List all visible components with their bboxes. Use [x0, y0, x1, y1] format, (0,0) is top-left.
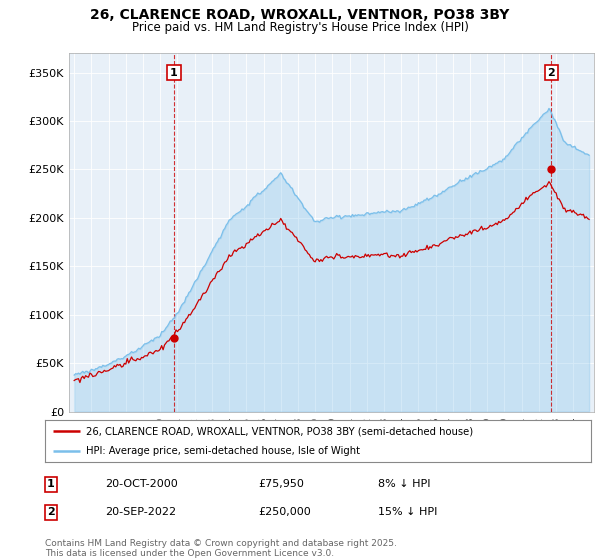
- Text: 26, CLARENCE ROAD, WROXALL, VENTNOR, PO38 3BY (semi-detached house): 26, CLARENCE ROAD, WROXALL, VENTNOR, PO3…: [86, 426, 473, 436]
- Text: 2: 2: [547, 68, 555, 78]
- Text: £250,000: £250,000: [258, 507, 311, 517]
- Text: 20-OCT-2000: 20-OCT-2000: [105, 479, 178, 489]
- Text: Price paid vs. HM Land Registry's House Price Index (HPI): Price paid vs. HM Land Registry's House …: [131, 21, 469, 34]
- Text: £75,950: £75,950: [258, 479, 304, 489]
- Text: Contains HM Land Registry data © Crown copyright and database right 2025.
This d: Contains HM Land Registry data © Crown c…: [45, 539, 397, 558]
- Text: HPI: Average price, semi-detached house, Isle of Wight: HPI: Average price, semi-detached house,…: [86, 446, 360, 456]
- Text: 20-SEP-2022: 20-SEP-2022: [105, 507, 176, 517]
- Text: 15% ↓ HPI: 15% ↓ HPI: [378, 507, 437, 517]
- Text: 8% ↓ HPI: 8% ↓ HPI: [378, 479, 431, 489]
- Text: 26, CLARENCE ROAD, WROXALL, VENTNOR, PO38 3BY: 26, CLARENCE ROAD, WROXALL, VENTNOR, PO3…: [91, 8, 509, 22]
- Text: 1: 1: [47, 479, 55, 489]
- Text: 2: 2: [47, 507, 55, 517]
- Text: 1: 1: [170, 68, 178, 78]
